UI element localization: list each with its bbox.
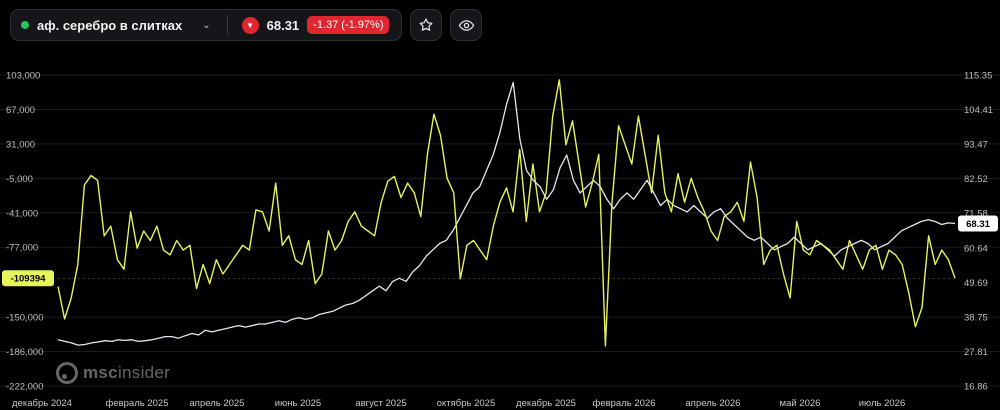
- eye-icon: [458, 19, 475, 31]
- x-tick-label: июль 2026: [859, 398, 906, 409]
- toolbar: аф. серебро в слитках ⌄ ▼ 68.31 -1.37 (-…: [10, 9, 483, 41]
- msc-logo-icon: [56, 362, 78, 384]
- left-tick-label: -41,000: [6, 208, 38, 219]
- left-tick-label: 67,000: [6, 105, 35, 116]
- right-tick-label: 27.81: [964, 347, 988, 358]
- x-tick-label: август 2025: [355, 398, 406, 409]
- favorite-button[interactable]: [410, 9, 443, 41]
- x-tick-label: май 2026: [780, 398, 821, 409]
- x-tick-label: октябрь 2025: [437, 398, 496, 409]
- grid: [0, 74, 1000, 387]
- left-tick-label: -150,000: [6, 313, 44, 324]
- view-button[interactable]: [450, 9, 483, 41]
- watermark-text: mscinsider: [83, 363, 171, 382]
- right-tick-label: 49.69: [964, 278, 988, 289]
- x-tick-label: декабрь 2024: [12, 398, 72, 409]
- right-tick-label: 115.35: [964, 71, 992, 82]
- right-tick-label: 82.52: [964, 174, 988, 185]
- left-tick-label: -186,000: [6, 347, 44, 358]
- right-axis: 115.35 104.41 93.47 82.52 71.58 60.64 49.69 38.…: [964, 71, 993, 393]
- x-tick-label: февраль 2025: [106, 398, 169, 409]
- x-tick-label: июнь 2025: [275, 398, 321, 409]
- arrow-down-icon: ▼: [241, 16, 259, 34]
- left-tick-label: 31,000: [6, 139, 35, 150]
- right-tick-label: 104.41: [964, 105, 993, 116]
- right-value-badge-label: 68.31: [966, 219, 990, 230]
- change-badge: -1.37 (-1.97%): [307, 16, 390, 34]
- right-tick-label: 93.47: [964, 140, 988, 151]
- x-tick-label: апрель 2025: [190, 398, 245, 409]
- right-tick-label: 60.64: [964, 243, 988, 254]
- left-tick-label: -5,000: [6, 174, 33, 185]
- right-value-badge: [958, 215, 998, 232]
- right-tick-label: 16.86: [964, 382, 988, 393]
- star-icon: [420, 18, 433, 31]
- x-tick-label: декабрь 2025: [516, 398, 576, 409]
- left-value-badge: [2, 270, 54, 287]
- left-tick-label: -77,000: [6, 243, 38, 254]
- watermark: mscinsider: [56, 362, 170, 384]
- x-tick-label: апрель 2026: [686, 398, 741, 409]
- x-axis: декабрь 2024 февраль 2025 апрель 2025 июнь …: [12, 398, 905, 409]
- right-tick-label: 38.75: [964, 312, 988, 323]
- status-dot-icon: [21, 21, 29, 29]
- left-axis: 103,000 67,000 31,000 -5,000 -41,000 -77,000 -…: [6, 71, 44, 393]
- left-value-badge-label: -109394: [11, 274, 47, 285]
- instrument-selector[interactable]: аф. серебро в слитках ⌄ ▼ 68.31 -1.37 (-…: [10, 9, 403, 41]
- divider: [226, 15, 228, 35]
- right-tick-label: 71.58: [964, 209, 988, 220]
- series-white-line: [57, 81, 956, 346]
- left-tick-label: 103,000: [6, 71, 40, 82]
- series-yellow-line: [57, 79, 956, 347]
- chevron-down-icon[interactable]: ⌄: [202, 19, 211, 31]
- x-tick-label: февраль 2026: [593, 398, 656, 409]
- instrument-name: аф. серебро в слитках: [37, 17, 183, 33]
- left-tick-label: -222,000: [6, 382, 44, 393]
- price: 68.31: [266, 17, 300, 33]
